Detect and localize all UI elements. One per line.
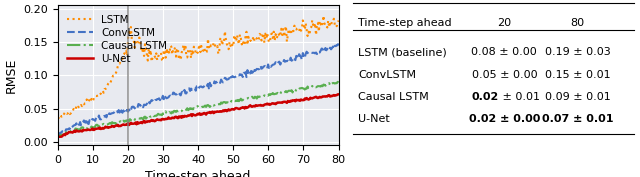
Line: Causal LSTM: Causal LSTM	[58, 82, 339, 136]
ConvLSTM	[335, 42, 342, 44]
Text: 0.02: 0.02	[472, 92, 499, 102]
Text: 0.19 ± 0.03: 0.19 ± 0.03	[545, 47, 611, 57]
Line: ConvLSTM: ConvLSTM	[58, 43, 339, 135]
U-Net	[227, 109, 234, 111]
Causal LSTM	[56, 135, 63, 137]
ConvLSTM	[222, 77, 230, 79]
ConvLSTM	[227, 76, 234, 79]
Text: ± 0.01: ± 0.01	[499, 92, 540, 102]
LSTM	[222, 38, 230, 40]
ConvLSTM	[54, 134, 62, 136]
U-Net	[221, 109, 228, 111]
Causal LSTM	[54, 135, 62, 138]
U-Net	[54, 136, 62, 138]
U-Net	[309, 97, 317, 99]
LSTM	[309, 24, 317, 27]
ConvLSTM	[56, 132, 63, 135]
Text: 0.15 ± 0.01: 0.15 ± 0.01	[545, 70, 610, 80]
LSTM	[56, 116, 63, 118]
U-Net	[222, 109, 230, 111]
ConvLSTM	[54, 134, 61, 136]
LSTM	[54, 117, 62, 119]
U-Net	[291, 100, 299, 102]
Causal LSTM	[334, 81, 342, 83]
Text: Causal LSTM: Causal LSTM	[358, 92, 429, 102]
Text: 20: 20	[497, 18, 511, 28]
LSTM	[335, 19, 342, 22]
Text: 80: 80	[570, 18, 584, 28]
Text: 0.02 ± 0.00: 0.02 ± 0.00	[468, 114, 540, 124]
Causal LSTM	[221, 101, 228, 103]
Legend: LSTM, ConvLSTM, Causal LSTM, U-Net: LSTM, ConvLSTM, Causal LSTM, U-Net	[63, 10, 172, 68]
U-Net	[56, 136, 64, 138]
Causal LSTM	[291, 90, 299, 92]
Text: ConvLSTM: ConvLSTM	[358, 70, 416, 80]
Text: 0.07 ± 0.01: 0.07 ± 0.01	[541, 114, 613, 124]
Causal LSTM	[222, 102, 230, 104]
ConvLSTM	[221, 77, 228, 79]
Y-axis label: RMSE: RMSE	[4, 58, 17, 93]
LSTM	[320, 15, 328, 17]
U-Net	[54, 135, 61, 137]
Text: LSTM (baseline): LSTM (baseline)	[358, 47, 447, 57]
Text: 0.05 ± 0.00: 0.05 ± 0.00	[472, 70, 537, 80]
LSTM	[54, 117, 61, 119]
Causal LSTM	[335, 81, 342, 83]
LSTM	[291, 28, 299, 30]
Text: 0.08 ± 0.00: 0.08 ± 0.00	[472, 47, 537, 57]
Text: U-Net: U-Net	[358, 114, 390, 124]
Causal LSTM	[54, 135, 61, 138]
LSTM	[227, 44, 234, 47]
Text: 0.09 ± 0.01: 0.09 ± 0.01	[545, 92, 611, 102]
Causal LSTM	[227, 102, 234, 104]
Line: U-Net: U-Net	[58, 94, 339, 137]
ConvLSTM	[291, 59, 299, 61]
U-Net	[335, 93, 342, 95]
LSTM	[221, 30, 228, 32]
Line: LSTM: LSTM	[58, 16, 339, 118]
ConvLSTM	[309, 52, 317, 54]
Text: Time-step ahead: Time-step ahead	[358, 18, 452, 28]
Causal LSTM	[309, 86, 317, 88]
X-axis label: Time-step ahead: Time-step ahead	[145, 170, 251, 177]
